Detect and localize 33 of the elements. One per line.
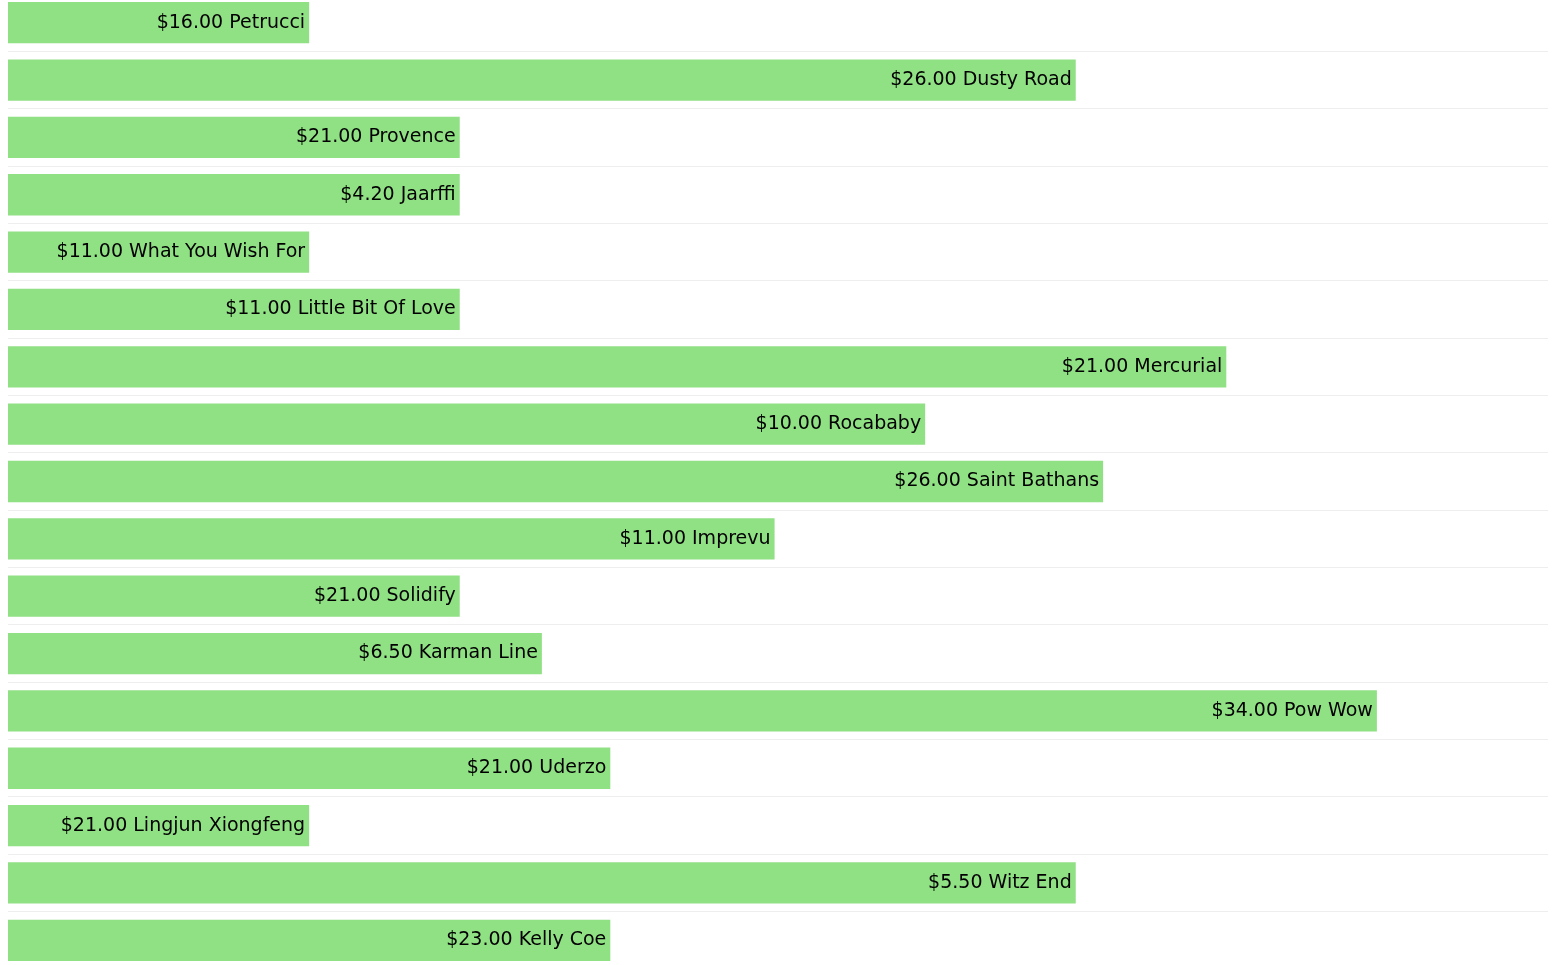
y-tick-label: $21.00 Solidify (314, 583, 456, 606)
bar (8, 575, 460, 617)
bar (8, 632, 542, 675)
y-tick-label: $26.00 Saint Bathans (894, 468, 1100, 491)
y-tick-label: $34.00 Pow Wow (1211, 697, 1373, 720)
bar (8, 919, 611, 961)
bar (8, 346, 1227, 388)
y-tick-label: $16.00 Petrucci (156, 9, 306, 32)
bar (8, 231, 310, 273)
y-tick-label: $4.20 Jaarffi (340, 181, 456, 204)
bar (8, 2, 310, 44)
bar (8, 862, 1076, 904)
bar (8, 288, 460, 331)
y-tick-label: $23.00 Kelly Coe (446, 927, 607, 950)
y-tick-label: $10.00 Rocababy (755, 411, 922, 434)
y-tick-label: $11.00 Little Bit Of Love (225, 296, 456, 319)
y-tick-label: $26.00 Dusty Road (890, 66, 1072, 89)
y-tick-label: $11.00 What You Wish For (56, 239, 306, 262)
bar (8, 518, 775, 560)
y-tick-label: $21.00 Uderzo (466, 755, 607, 778)
bar (8, 403, 926, 445)
y-tick-label: $21.00 Lingjun Xiongfeng (60, 812, 306, 835)
y-tick-label: $6.50 Karman Line (358, 640, 538, 663)
bar (8, 460, 1104, 503)
bar (8, 174, 460, 216)
y-tick-label: $21.00 Provence (295, 124, 456, 147)
y-tick-label: $11.00 Imprevu (619, 525, 771, 548)
bar (8, 59, 1076, 101)
bar (8, 116, 460, 159)
bar (8, 690, 1377, 732)
y-tick-label: $5.50 Witz End (928, 869, 1072, 892)
bar (8, 747, 611, 789)
y-tick-label: $21.00 Mercurial (1061, 353, 1223, 376)
